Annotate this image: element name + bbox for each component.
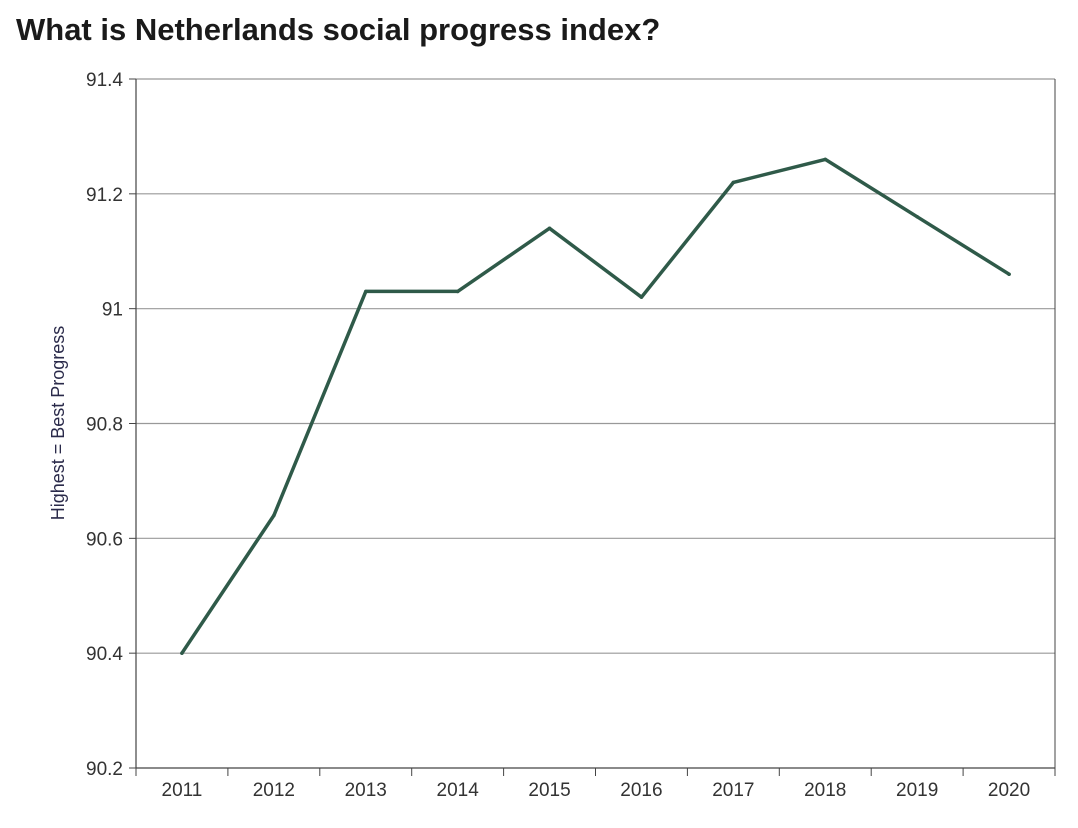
y-tick-label: 90.6 bbox=[86, 529, 123, 550]
x-tick-label: 2014 bbox=[437, 780, 480, 801]
x-axis-ticks: 2011 2012 2013 2014 2015 2016 2017 2018 2019 2020 bbox=[135, 768, 1056, 801]
y-tick-label: 90.8 bbox=[86, 415, 123, 436]
chart-title: What is Netherlands social progress inde… bbox=[16, 12, 661, 47]
data-point bbox=[1007, 272, 1011, 276]
data-point bbox=[731, 180, 736, 185]
x-tick-label: 2019 bbox=[896, 780, 938, 801]
x-tick-label: 2013 bbox=[345, 780, 387, 801]
y-tick-label: 90.2 bbox=[86, 759, 123, 780]
x-tick-label: 2012 bbox=[253, 780, 295, 801]
y-axis-ticks: 90.2 90.4 90.6 90.8 91 91.2 91.4 bbox=[86, 70, 136, 780]
x-tick-label: 2018 bbox=[804, 780, 846, 801]
y-tick-label: 91 bbox=[102, 300, 123, 321]
y-tick-label: 91.4 bbox=[86, 70, 123, 91]
x-tick-label: 2016 bbox=[620, 780, 662, 801]
data-point bbox=[364, 289, 368, 294]
y-tick-label: 90.4 bbox=[86, 644, 123, 665]
data-point bbox=[915, 215, 919, 219]
series-layer bbox=[180, 157, 1011, 655]
gridlines bbox=[136, 78, 1055, 654]
data-point bbox=[455, 289, 460, 294]
y-tick-label: 91.2 bbox=[86, 185, 123, 206]
data-point bbox=[180, 651, 184, 655]
series-line bbox=[180, 157, 1011, 655]
data-point bbox=[547, 226, 552, 231]
data-point bbox=[823, 157, 827, 162]
y-axis-title: Highest = Best Progress bbox=[48, 326, 68, 521]
data-point bbox=[639, 295, 644, 299]
x-tick-label: 2015 bbox=[528, 780, 570, 801]
x-tick-label: 2011 bbox=[162, 780, 203, 801]
x-tick-label: 2020 bbox=[988, 780, 1030, 801]
x-tick-label: 2017 bbox=[712, 780, 754, 801]
data-point bbox=[272, 513, 276, 518]
